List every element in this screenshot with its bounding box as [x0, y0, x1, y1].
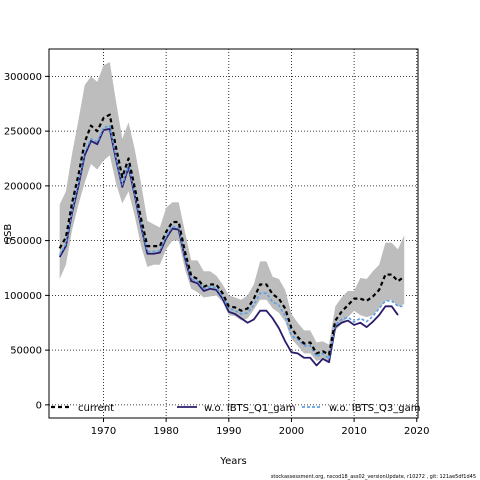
x-tick-label: 1970 — [91, 426, 116, 437]
y-tick-label: 250000 — [4, 127, 42, 138]
y-tick-label: 200000 — [4, 181, 42, 192]
footer-note: stockassessment.org, nscod18_ass02_versi… — [271, 474, 476, 480]
confidence-band — [59, 62, 405, 363]
x-tick-label: 2010 — [341, 426, 366, 437]
legend-label: w.o. IBTS_Q1_gam — [204, 403, 295, 414]
y-tick-label: 300000 — [4, 72, 42, 83]
series-line-2 — [58, 124, 405, 360]
x-axis-title: Years — [219, 456, 246, 467]
confidence-band-area — [59, 62, 405, 363]
legend-label: current — [78, 403, 114, 414]
x-tick-label: 1990 — [216, 426, 241, 437]
y-tick-label: 50000 — [10, 346, 42, 357]
y-axis-title: SSB — [3, 224, 14, 244]
y-tick-label: 0 — [36, 400, 42, 411]
legend-label: w.o. IBTS_Q3_gam — [329, 403, 420, 414]
axis-ticks: 1970 1980 1990 2000 2010 2020 0 50000 100000 1500… — [4, 72, 430, 437]
legend: current w.o. IBTS_Q1_gam w.o. IBTS_Q3_gam — [51, 403, 420, 414]
plot-frame — [48, 48, 419, 419]
y-tick-label: 100000 — [4, 291, 42, 302]
y-tick-label: 150000 — [4, 236, 42, 247]
x-tick-label: 1980 — [153, 426, 178, 437]
series-line-1 — [58, 128, 399, 367]
x-tick-label: 2000 — [279, 426, 304, 437]
x-tick-label: 2020 — [404, 426, 429, 437]
series-lines — [58, 113, 405, 367]
